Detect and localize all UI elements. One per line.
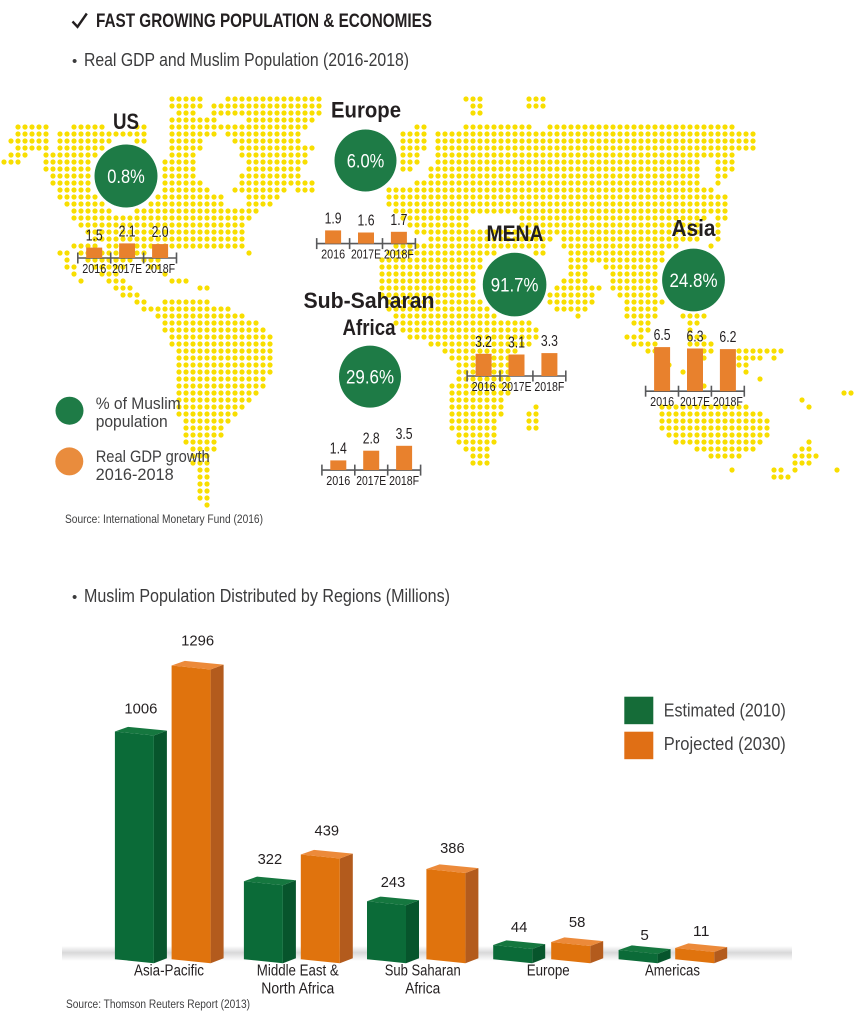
svg-text:Africa: Africa	[343, 315, 397, 340]
svg-text:2018F: 2018F	[145, 261, 175, 276]
svg-text:322: 322	[258, 852, 283, 868]
svg-text:1.7: 1.7	[390, 212, 407, 229]
svg-text:Europe: Europe	[331, 98, 401, 123]
svg-text:2017E: 2017E	[502, 379, 532, 394]
svg-text:2.8: 2.8	[363, 431, 380, 448]
svg-text:Real GDP and Muslim Population: Real GDP and Muslim Population (2016-201…	[84, 50, 409, 70]
svg-text:•: •	[72, 53, 77, 70]
svg-text:439: 439	[315, 824, 340, 840]
svg-text:Asia-Pacific: Asia-Pacific	[134, 963, 204, 980]
svg-text:2.0: 2.0	[152, 224, 169, 241]
svg-text:2017E: 2017E	[680, 394, 710, 409]
svg-text:2017E: 2017E	[351, 247, 381, 262]
svg-text:Real GDP growth: Real GDP growth	[96, 448, 210, 466]
svg-text:% of Muslim: % of Muslim	[96, 395, 181, 413]
svg-text:2018F: 2018F	[534, 379, 564, 394]
svg-text:44: 44	[511, 920, 528, 936]
svg-text:29.6%: 29.6%	[346, 366, 394, 388]
svg-text:1.4: 1.4	[330, 440, 347, 457]
svg-text:24.8%: 24.8%	[670, 270, 718, 292]
svg-text:2018F: 2018F	[713, 394, 743, 409]
svg-text:1.6: 1.6	[358, 213, 375, 230]
svg-text:2017E: 2017E	[112, 261, 142, 276]
svg-text:2016: 2016	[321, 247, 345, 262]
svg-text:Source: Thomson Reuters Report: Source: Thomson Reuters Report (2013)	[66, 997, 250, 1011]
svg-text:Africa: Africa	[405, 981, 440, 998]
svg-text:1.9: 1.9	[325, 210, 342, 227]
svg-text:North Africa: North Africa	[261, 981, 334, 998]
svg-text:243: 243	[381, 875, 406, 891]
svg-text:Sub-Saharan: Sub-Saharan	[304, 288, 435, 313]
svg-text:Europe: Europe	[527, 963, 570, 980]
svg-text:2017E: 2017E	[356, 473, 386, 488]
svg-text:US: US	[113, 109, 139, 134]
svg-text:FAST GROWING POPULATION & ECON: FAST GROWING POPULATION & ECONOMIES	[96, 11, 432, 32]
svg-text:6.5: 6.5	[654, 327, 671, 344]
svg-text:1296: 1296	[181, 634, 214, 650]
svg-text:2016: 2016	[650, 394, 674, 409]
svg-text:6.3: 6.3	[687, 329, 704, 346]
svg-text:MENA: MENA	[487, 221, 544, 246]
svg-text:2016: 2016	[326, 473, 350, 488]
svg-text:Sub Saharan: Sub Saharan	[385, 963, 461, 980]
svg-text:3.2: 3.2	[475, 334, 492, 351]
svg-text:91.7%: 91.7%	[491, 274, 539, 296]
svg-text:386: 386	[440, 841, 465, 857]
svg-text:6.0%: 6.0%	[347, 150, 385, 172]
svg-text:5: 5	[640, 928, 649, 944]
svg-text:2018F: 2018F	[389, 473, 419, 488]
svg-text:1006: 1006	[124, 702, 157, 718]
svg-text:Source: International Monetary: Source: International Monetary Fund (201…	[65, 512, 263, 526]
svg-text:2018F: 2018F	[384, 247, 414, 262]
svg-text:3.1: 3.1	[508, 335, 525, 352]
svg-text:58: 58	[569, 915, 586, 931]
svg-text:2016: 2016	[472, 379, 496, 394]
svg-text:Americas: Americas	[645, 963, 700, 980]
svg-text:6.2: 6.2	[719, 329, 736, 346]
svg-text:3.3: 3.3	[541, 333, 558, 350]
svg-text:3.5: 3.5	[396, 426, 413, 443]
svg-text:population: population	[96, 413, 168, 431]
svg-text:2016-2018: 2016-2018	[96, 466, 174, 484]
svg-text:2016: 2016	[82, 261, 106, 276]
svg-text:Muslim Population Distributed: Muslim Population Distributed by Regions…	[84, 586, 450, 606]
svg-text:11: 11	[693, 924, 710, 940]
svg-text:•: •	[72, 589, 77, 606]
svg-text:Projected (2030): Projected (2030)	[664, 733, 786, 754]
svg-text:Asia: Asia	[672, 215, 716, 241]
svg-text:2.1: 2.1	[119, 223, 136, 240]
svg-text:Middle East &: Middle East &	[257, 963, 340, 980]
svg-text:1.5: 1.5	[86, 228, 103, 245]
svg-text:0.8%: 0.8%	[107, 166, 145, 188]
svg-text:Estimated (2010): Estimated (2010)	[664, 700, 786, 721]
